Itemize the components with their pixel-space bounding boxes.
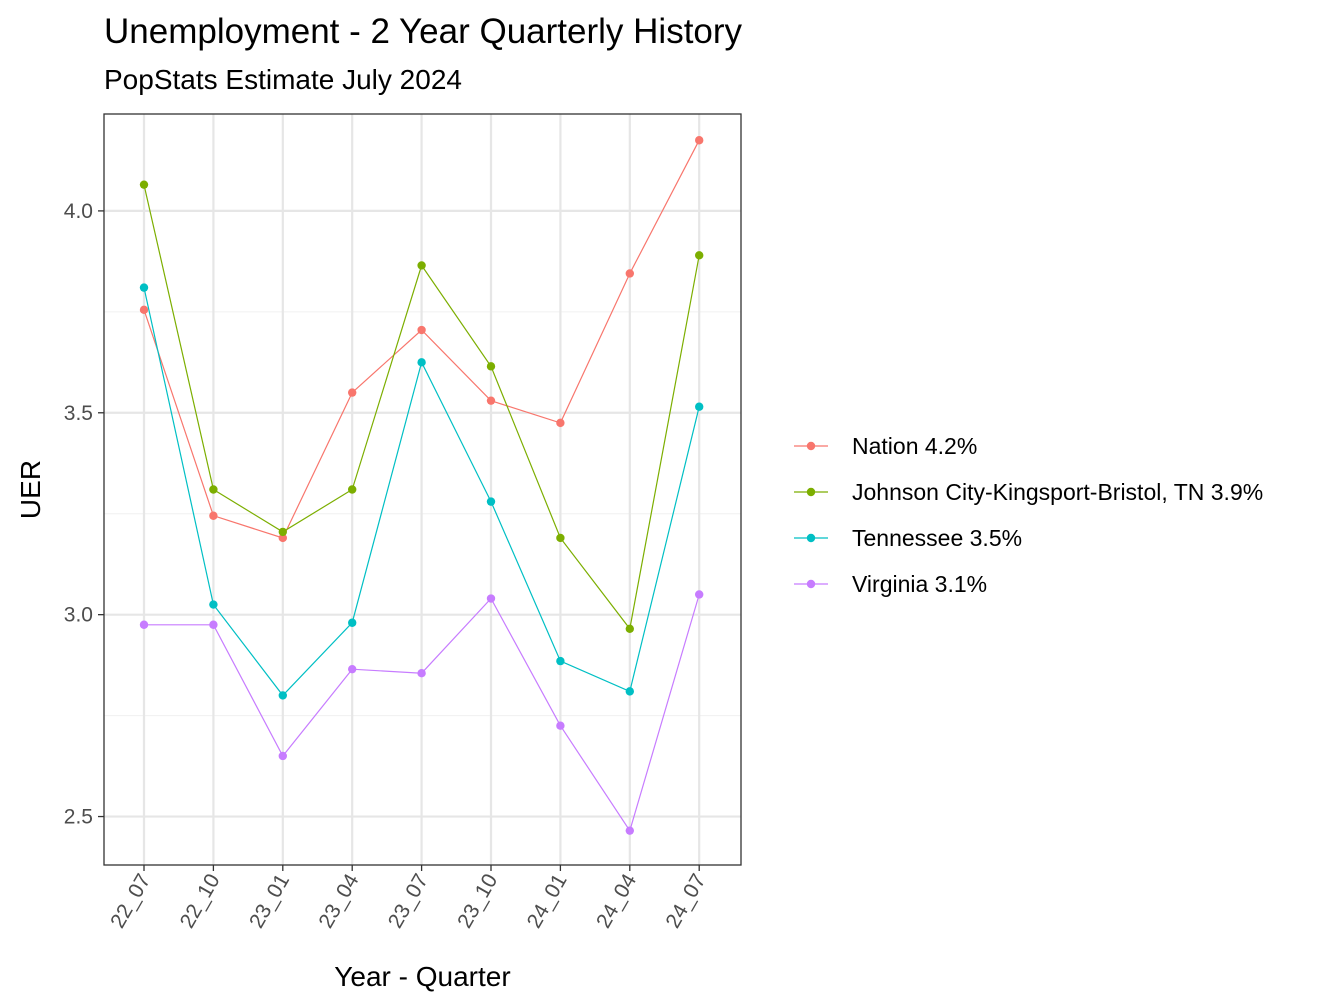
data-point	[139, 283, 149, 292]
plot-panel-border	[103, 113, 742, 866]
x-tick-label: 24_04	[592, 870, 641, 932]
legend-item: Nation 4.2%	[794, 433, 977, 459]
data-point	[417, 358, 426, 367]
legend: Nation 4.2% Johnson City-Kingsport-Bristo…	[794, 433, 1263, 597]
y-tick-label: 2.5	[64, 806, 93, 829]
data-point	[348, 485, 357, 494]
data-point	[486, 362, 496, 371]
data-point	[556, 721, 565, 730]
data-point	[417, 325, 426, 335]
y-tick-label: 3.0	[64, 604, 93, 627]
data-point	[209, 485, 218, 494]
series-0	[139, 136, 704, 543]
data-point	[278, 751, 287, 761]
data-point	[278, 691, 287, 700]
x-tick-label: 24_07	[661, 870, 710, 932]
data-point	[486, 594, 496, 603]
y-axis-title: UER	[15, 460, 46, 519]
data-point	[209, 511, 218, 520]
data-point	[556, 418, 565, 428]
x-tick-label: 23_07	[384, 870, 433, 932]
data-point	[348, 388, 357, 397]
legend-label: Johnson City-Kingsport-Bristol, TN 3.9%	[852, 479, 1263, 505]
series-1	[139, 180, 704, 633]
data-point	[209, 620, 218, 629]
series-3	[139, 590, 704, 835]
data-point	[695, 136, 704, 145]
y-tick-label: 3.5	[64, 402, 93, 425]
legend-label: Virginia 3.1%	[852, 571, 987, 597]
data-point	[139, 305, 149, 315]
x-tick-label: 23_01	[245, 870, 294, 932]
data-point	[278, 527, 287, 537]
legend-key-point	[806, 579, 816, 589]
y-tick-label: 4.0	[64, 200, 93, 223]
major-gridlines	[104, 114, 741, 865]
data-point	[278, 533, 287, 543]
data-point	[625, 624, 634, 633]
legend-label: Tennessee 3.5%	[852, 525, 1022, 551]
legend-key-point	[806, 533, 816, 543]
data-point	[695, 402, 704, 411]
data-point	[209, 600, 218, 609]
data-point	[486, 396, 496, 405]
legend-label: Nation 4.2%	[852, 433, 977, 459]
series-2	[139, 283, 704, 700]
legend-key-point	[806, 487, 816, 497]
x-tick-label: 22_10	[176, 870, 225, 932]
data-point	[417, 261, 426, 270]
legend-key-point	[806, 441, 816, 451]
chart-title: Unemployment - 2 Year Quarterly History	[104, 12, 743, 51]
x-tick-label: 22_07	[106, 870, 155, 932]
data-point	[625, 687, 634, 696]
data-point	[139, 620, 149, 629]
data-point	[417, 669, 426, 678]
data-point	[695, 251, 704, 260]
data-point	[556, 533, 565, 543]
x-tick-label: 24_01	[523, 870, 572, 932]
data-point	[348, 664, 357, 674]
data-point	[556, 656, 565, 666]
data-point	[625, 826, 634, 835]
data-point	[695, 590, 704, 599]
legend-item: Johnson City-Kingsport-Bristol, TN 3.9%	[794, 479, 1263, 505]
chart-subtitle: PopStats Estimate July 2024	[104, 64, 462, 95]
series-layer	[139, 136, 704, 835]
x-tick-label: 23_04	[314, 870, 363, 932]
data-point	[348, 618, 357, 627]
legend-item: Virginia 3.1%	[794, 571, 987, 597]
x-axis-title: Year - Quarter	[334, 961, 510, 992]
data-point	[486, 497, 496, 506]
data-point	[625, 269, 634, 278]
data-point	[139, 180, 149, 189]
legend-item: Tennessee 3.5%	[794, 525, 1022, 551]
x-tick-label: 23_10	[453, 870, 502, 932]
